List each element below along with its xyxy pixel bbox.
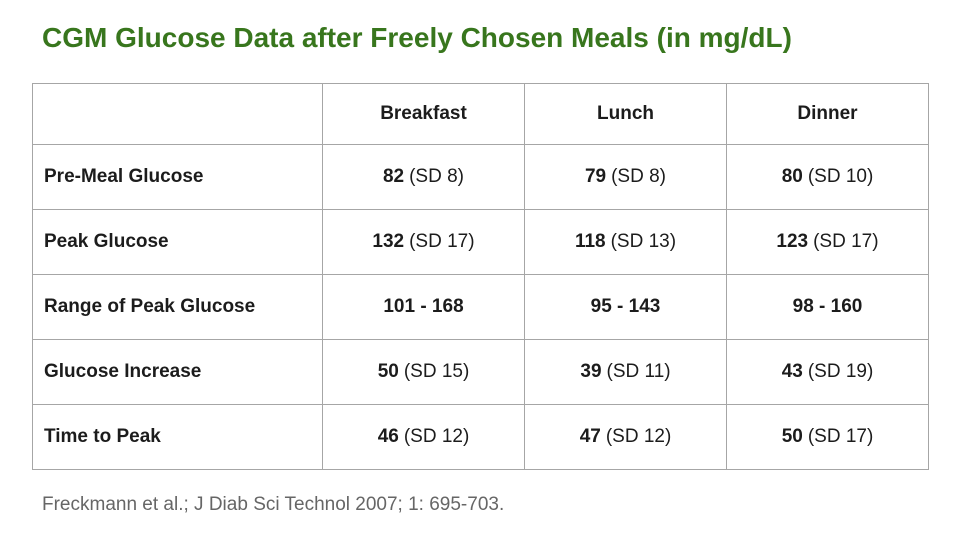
cell-sd: (SD 17) (813, 231, 879, 252)
table-cell: 80 (SD 10) (726, 144, 929, 210)
table-cell: 47 (SD 12) (524, 404, 727, 470)
cell-sd: (SD 8) (611, 166, 667, 187)
table-row-peak-glucose: Peak Glucose 132 (SD 17) 118 (SD 13) 123 (S… (32, 209, 929, 275)
cell-value: 82 (382, 166, 405, 187)
table-cell: 43 (SD 19) (726, 339, 929, 405)
cell-value: 46 (377, 426, 399, 447)
column-header-breakfast: Breakfast (322, 83, 525, 145)
column-header-lunch: Lunch (524, 83, 727, 145)
cell-sd: (SD 13) (610, 231, 677, 252)
cell-sd: (SD 12) (605, 426, 672, 447)
table-cell: 50 (SD 17) (726, 404, 929, 470)
row-label: Range of Peak Glucose (32, 274, 323, 340)
table-cell: 79 (SD 8) (524, 144, 727, 210)
column-header-dinner: Dinner (726, 83, 929, 145)
cell-value: 132 (372, 231, 405, 252)
row-label: Glucose Increase (32, 339, 323, 405)
table-cell: 39 (SD 11) (524, 339, 727, 405)
cell-sd: (SD 10) (807, 166, 874, 187)
cell-value: 39 (580, 361, 602, 382)
cell-value: 43 (781, 361, 803, 382)
table-cell: 98 - 160 (726, 274, 929, 340)
table-cell: 46 (SD 12) (322, 404, 525, 470)
table-row-glucose-increase: Glucose Increase 50 (SD 15) 39 (SD 11) 43(… (32, 339, 929, 405)
table-cell: 123 (SD 17) (726, 209, 929, 275)
cell-value: 50 (781, 426, 803, 447)
cell-sd: (SD 12) (403, 426, 470, 447)
table-corner-cell (32, 83, 323, 145)
row-label: Pre-Meal Glucose (32, 144, 323, 210)
table-row-range-of-peak-glucose: Range of Peak Glucose 101 - 168 95 - 143… (32, 274, 929, 340)
glucose-data-table: Breakfast Lunch Dinner Pre-Meal Glucose … (32, 83, 929, 470)
cell-value: 98 - 160 (792, 296, 863, 317)
cell-value: 50 (377, 361, 399, 382)
cell-value: 123 (776, 231, 809, 252)
cell-value: 101 - 168 (383, 296, 464, 317)
cell-value: 47 (579, 426, 601, 447)
table-row-time-to-peak: Time to Peak 46 (SD 12) 47 (SD 12) 50 (SD 1… (32, 404, 929, 470)
cell-value: 95 - 143 (590, 296, 661, 317)
table-cell: 118 (SD 13) (524, 209, 727, 275)
cell-sd: (SD 8) (409, 166, 465, 187)
table-cell: 50 (SD 15) (322, 339, 525, 405)
table-cell: 132 (SD 17) (322, 209, 525, 275)
cell-value: 79 (584, 166, 607, 187)
row-label: Time to Peak (32, 404, 323, 470)
table-row-pre-meal-glucose: Pre-Meal Glucose 82 (SD 8) 79 (SD 8) 80 (SD… (32, 144, 929, 210)
page-title: CGM Glucose Data after Freely Chosen Mea… (42, 22, 792, 53)
table-cell: 82 (SD 8) (322, 144, 525, 210)
cell-sd: (SD 15) (403, 361, 470, 382)
row-label: Peak Glucose (32, 209, 323, 275)
table-cell: 95 - 143 (524, 274, 727, 340)
cell-sd: (SD 11) (606, 361, 671, 382)
cell-sd: (SD 19) (807, 361, 874, 382)
cell-value: 118 (574, 231, 606, 252)
table-cell: 101 - 168 (322, 274, 525, 340)
citation-text: Freckmann et al.; J Diab Sci Technol 200… (42, 494, 505, 515)
cell-value: 80 (781, 166, 803, 187)
cell-sd: (SD 17) (409, 231, 475, 252)
cell-sd: (SD 17) (807, 426, 874, 447)
table-header-row: Breakfast Lunch Dinner (32, 83, 929, 145)
